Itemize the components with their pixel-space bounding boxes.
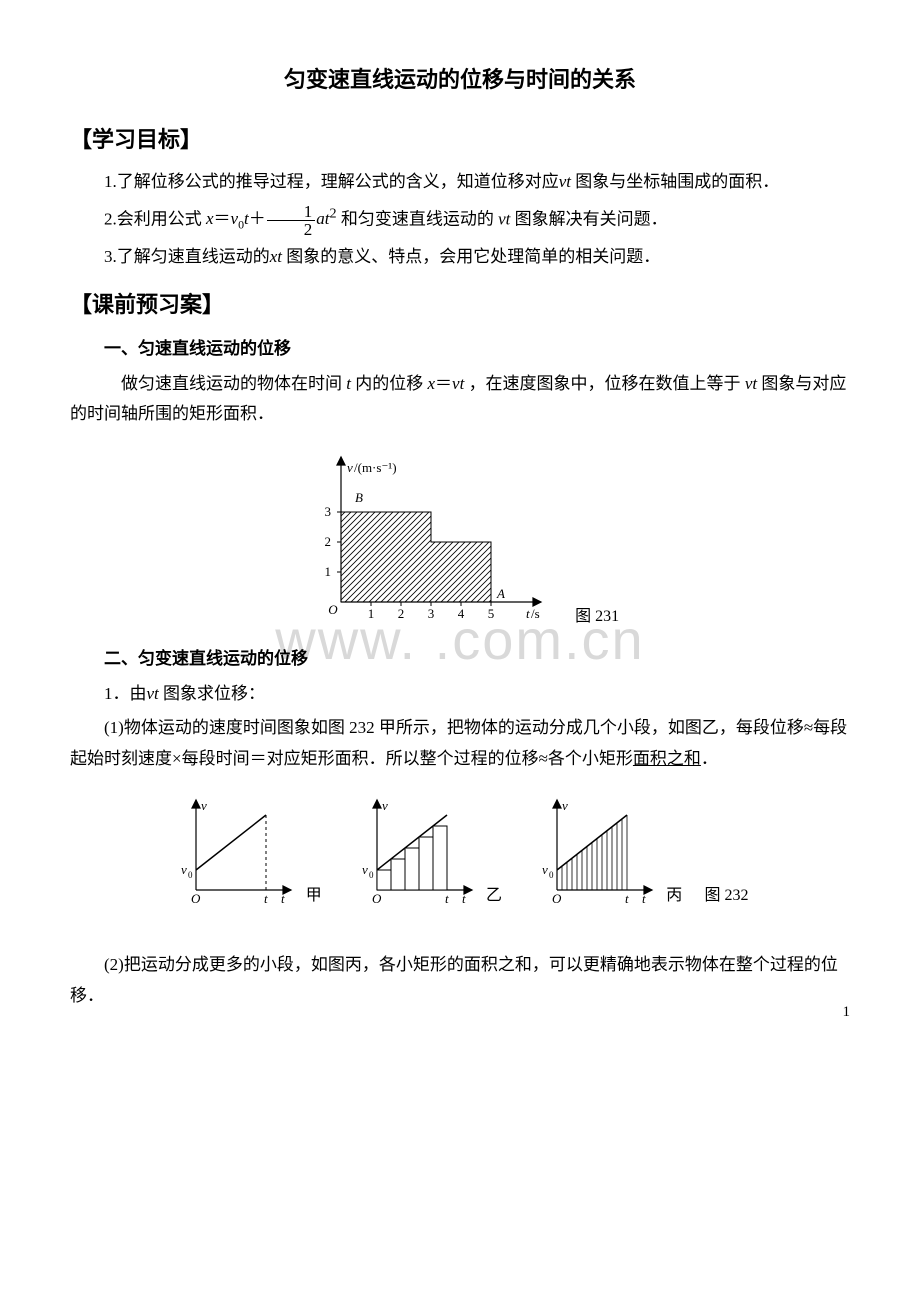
svg-text:0: 0 [188,870,193,880]
s1-c: ，在速度图象中，位移在数值上等于 [469,374,741,393]
svg-text:t: t [526,606,530,621]
svg-text:O: O [191,891,201,906]
svg-text:t: t [462,891,466,906]
svg-text:3: 3 [428,606,435,621]
svg-text:0: 0 [549,870,554,880]
svg-text:O: O [328,602,338,617]
goal-3-text-b: 图象的意义、特点，会用它处理简单的相关问题． [286,247,660,266]
svg-text:4: 4 [458,606,465,621]
svg-text:1: 1 [324,564,331,579]
s2-li1-b: 图象求位移： [163,684,265,703]
subhead-1: 一、匀速直线运动的位移 [70,334,850,365]
svg-text:t: t [264,891,268,906]
figure-232: v v0 O t t 甲 [70,790,850,910]
svg-text:v: v [201,798,207,813]
cap-b: 乙 [486,882,502,911]
svg-text:3: 3 [324,504,331,519]
goal-1: 1.了解位移公式的推导过程，理解公式的含义，知道位移对应vt 图象与坐标轴围成的… [70,167,850,198]
s2-p1-u: 面积之和 [633,749,701,768]
fig231-label: 图 231 [575,603,619,632]
s2-p1-b: ． [701,749,718,768]
s1-b: 内的位移 [355,374,423,393]
svg-text:t: t [625,891,629,906]
svg-text:O: O [552,891,562,906]
svg-text:0: 0 [369,870,374,880]
subhead-2: 二、匀变速直线运动的位移 [70,644,850,675]
s2-li1-a: 1．由 [104,684,147,703]
sec1-para: 做匀速直线运动的物体在时间 t 内的位移 x＝vt ，在速度图象中，位移在数值上… [70,369,850,430]
svg-text:t: t [445,891,449,906]
svg-text:2: 2 [324,534,331,549]
svg-text:v: v [562,798,568,813]
s2-p1-a: (1)物体运动的速度时间图象如图 232 甲所示，把物体的运动分成几个小段，如图… [70,718,847,768]
sec2-p2: (2)把运动分成更多的小段，如图丙，各小矩形的面积之和，可以更精确地表示物体在整… [70,950,850,1011]
goal-1-text-a: 1.了解位移公式的推导过程，理解公式的含义，知道位移对应 [104,172,559,191]
svg-text:v: v [181,862,187,877]
svg-text:/(m·s⁻¹): /(m·s⁻¹) [354,460,397,475]
svg-text:v: v [347,460,353,475]
goal-1-text-b: 图象与坐标轴围成的面积． [575,172,779,191]
svg-text:5: 5 [488,606,495,621]
svg-text:t: t [281,891,285,906]
sec2-li1: 1．由vt 图象求位移： [70,679,850,710]
goal-2: 2.会利用公式 x＝v0t＋12at2 和匀变速直线运动的 vt 图象解决有关问… [70,202,850,238]
cap-c: 丙 [666,887,682,904]
svg-text:/s: /s [531,606,540,621]
goal-2-text-c: 图象解决有关问题． [515,209,668,228]
svg-text:v: v [542,862,548,877]
goal-3: 3.了解匀速直线运动的xt 图象的意义、特点，会用它处理简单的相关问题． [70,242,850,273]
svg-text:1: 1 [368,606,375,621]
goal-3-text-a: 3.了解匀速直线运动的 [104,247,270,266]
svg-text:2: 2 [398,606,405,621]
fig232-label: 图 232 [705,882,749,911]
page-title: 匀变速直线运动的位移与时间的关系 [70,60,850,100]
svg-text:O: O [372,891,382,906]
sec2-p1: (1)物体运动的速度时间图象如图 232 甲所示，把物体的运动分成几个小段，如图… [70,713,850,774]
figure-231: O 1 2 3 4 5 1 2 3 v/(m·s⁻¹) t/s B A 图 23… [70,442,850,632]
svg-text:v: v [382,798,388,813]
section-goals-head: 【学习目标】 [70,120,850,160]
section-preview-head: 【课前预习案】 [70,285,850,325]
cap-a: 甲 [306,882,322,911]
svg-text:t: t [642,891,646,906]
s1-a: 做匀速直线运动的物体在时间 [121,374,342,393]
svg-text:v: v [362,862,368,877]
goal-2-text-a: 2.会利用公式 [104,209,202,228]
svg-text:B: B [355,490,363,505]
svg-text:A: A [496,586,505,601]
goal-2-text-b: 和匀变速直线运动的 [341,209,494,228]
